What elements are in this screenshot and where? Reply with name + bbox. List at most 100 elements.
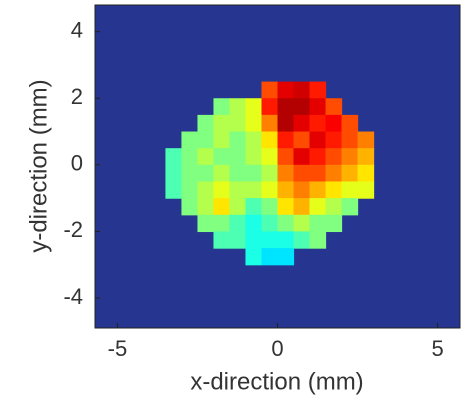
heatmap-cell bbox=[229, 214, 247, 233]
heatmap-cell bbox=[245, 131, 263, 149]
heatmap-cell bbox=[261, 114, 279, 133]
heatmap-cell bbox=[309, 81, 327, 99]
heatmap-cell bbox=[181, 164, 199, 183]
heatmap-cell bbox=[245, 148, 263, 166]
heatmap-cell bbox=[213, 98, 231, 116]
heatmap-cell bbox=[325, 198, 343, 216]
heatmap-cell bbox=[213, 148, 231, 166]
heatmap-cell bbox=[277, 248, 295, 266]
heatmap-cell bbox=[277, 148, 295, 166]
heatmap-cell bbox=[293, 81, 311, 99]
heatmap-cell bbox=[325, 214, 343, 233]
heatmap-cell bbox=[245, 114, 263, 133]
heatmap-cell bbox=[341, 181, 359, 199]
heatmap-cell bbox=[309, 164, 327, 183]
x-tick-label: 0 bbox=[271, 336, 283, 361]
x-tick-label: 5 bbox=[431, 336, 443, 361]
heatmap-cell bbox=[261, 248, 279, 266]
y-axis-label: y-direction (mm) bbox=[25, 79, 52, 252]
heatmap-cell bbox=[197, 164, 215, 183]
y-tick-label: 4 bbox=[71, 17, 83, 42]
heatmap-cell bbox=[261, 81, 279, 99]
heatmap-cell bbox=[261, 214, 279, 233]
heatmap-cell bbox=[213, 181, 231, 199]
heatmap-cell bbox=[197, 114, 215, 133]
heatmap-cell bbox=[229, 181, 247, 199]
heatmap-cell bbox=[309, 231, 327, 249]
heatmap-cell bbox=[245, 181, 263, 199]
heatmap-cell bbox=[245, 231, 263, 249]
heatmap-cell bbox=[309, 214, 327, 233]
heatmap-cell bbox=[181, 198, 199, 216]
heatmap-cell bbox=[181, 181, 199, 199]
heatmap-cell bbox=[293, 214, 311, 233]
y-tick-label: -4 bbox=[63, 284, 83, 309]
heatmap-cell bbox=[341, 198, 359, 216]
heatmap-cell bbox=[309, 98, 327, 116]
heatmap-cell bbox=[357, 148, 375, 166]
heatmap-cell bbox=[309, 131, 327, 149]
heatmap-cell bbox=[293, 131, 311, 149]
heatmap-cell bbox=[293, 164, 311, 183]
heatmap-cell bbox=[277, 214, 295, 233]
heatmap-cell bbox=[197, 148, 215, 166]
heatmap-cell bbox=[277, 198, 295, 216]
heatmap-cell bbox=[229, 164, 247, 183]
heatmap-cell bbox=[293, 114, 311, 133]
heatmap-cell bbox=[357, 131, 375, 149]
heatmap-cell bbox=[197, 181, 215, 199]
heatmap-cell bbox=[341, 148, 359, 166]
y-tick-label: 2 bbox=[71, 84, 83, 109]
heatmap-cell bbox=[245, 98, 263, 116]
heatmap-cell bbox=[261, 164, 279, 183]
heatmap-cell bbox=[165, 148, 183, 166]
heatmap-cell bbox=[309, 114, 327, 133]
heatmap-cell bbox=[197, 198, 215, 216]
heatmap-cell bbox=[165, 181, 183, 199]
y-tick-label: 0 bbox=[71, 151, 83, 176]
heatmap-cell bbox=[293, 198, 311, 216]
heatmap-cell bbox=[261, 181, 279, 199]
heatmap-cell bbox=[325, 131, 343, 149]
heatmap-cell bbox=[261, 231, 279, 249]
heatmap-cell bbox=[213, 164, 231, 183]
heatmap-cell bbox=[213, 214, 231, 233]
heatmap-cell bbox=[229, 114, 247, 133]
heatmap-cell bbox=[277, 181, 295, 199]
heatmap-cell bbox=[181, 148, 199, 166]
heatmap-cell bbox=[341, 131, 359, 149]
heatmap-cell bbox=[325, 98, 343, 116]
heatmap-cell bbox=[277, 81, 295, 99]
heatmap-cell bbox=[293, 181, 311, 199]
heatmap-cell bbox=[245, 248, 263, 266]
heatmap-cell bbox=[357, 181, 375, 199]
heatmap-cell bbox=[197, 131, 215, 149]
heatmap-cell bbox=[325, 164, 343, 183]
heatmap-cell bbox=[197, 214, 215, 233]
heatmap-cell bbox=[309, 181, 327, 199]
heatmap-cell bbox=[245, 164, 263, 183]
heatmap-cell bbox=[213, 131, 231, 149]
heatmap-cell bbox=[245, 214, 263, 233]
heatmap-cell bbox=[277, 98, 295, 116]
heatmap-cell bbox=[213, 114, 231, 133]
heatmap-cell bbox=[277, 131, 295, 149]
heatmap-cell bbox=[293, 98, 311, 116]
heatmap-cell bbox=[325, 114, 343, 133]
heatmap-cell bbox=[213, 231, 231, 249]
heatmap-cell bbox=[309, 198, 327, 216]
heatmap-cell bbox=[229, 98, 247, 116]
heatmap-cell bbox=[325, 148, 343, 166]
heatmap-cell bbox=[277, 114, 295, 133]
heatmap-cell bbox=[229, 131, 247, 149]
heatmap-cell bbox=[357, 164, 375, 183]
heatmap-cell bbox=[341, 164, 359, 183]
heatmap-cell bbox=[229, 148, 247, 166]
heatmap-cell bbox=[293, 148, 311, 166]
x-tick-label: -5 bbox=[108, 336, 128, 361]
heatmap-cell bbox=[341, 114, 359, 133]
heatmap-cell bbox=[293, 231, 311, 249]
heatmap-cell bbox=[261, 131, 279, 149]
heatmap-cell bbox=[277, 164, 295, 183]
